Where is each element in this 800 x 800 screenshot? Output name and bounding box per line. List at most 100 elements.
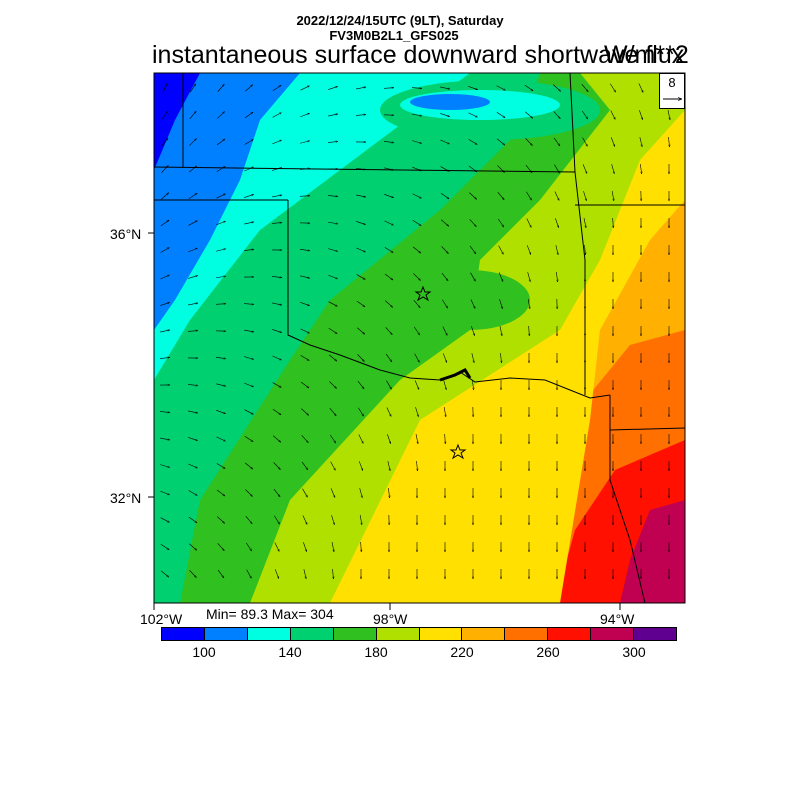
colorbar-label: 140 — [278, 644, 302, 660]
wind-arrow — [388, 488, 389, 498]
wind-arrow — [216, 276, 226, 279]
wind-arrow — [412, 140, 422, 144]
wind-arrow — [413, 326, 420, 335]
wind-arrow — [442, 353, 448, 362]
wind-arrow — [470, 272, 476, 282]
wind-arrow — [162, 84, 168, 93]
wind-arrow — [412, 113, 422, 116]
wind-arrow — [244, 194, 253, 198]
wind-arrow — [585, 244, 586, 255]
colorbar-label: 180 — [364, 644, 388, 660]
wind-arrow — [442, 326, 448, 336]
wind-arrow — [359, 515, 362, 525]
wind-arrow — [273, 462, 281, 469]
wind-arrow — [357, 327, 365, 335]
wind-arrow — [217, 516, 224, 524]
wind-arrow — [328, 141, 338, 143]
wind-arrow — [161, 138, 168, 147]
wind-arrow — [496, 85, 506, 91]
wind-arrow — [272, 302, 282, 305]
arkansas-west — [574, 171, 586, 395]
wind-arrow — [333, 568, 334, 579]
wind-arrow — [302, 515, 308, 524]
wind-arrow — [188, 410, 198, 413]
wind-arrow — [582, 137, 588, 147]
colorbar-swatch — [548, 628, 592, 640]
wind-arrow — [328, 354, 337, 361]
wind-arrow — [610, 83, 615, 92]
wind-arrow — [188, 166, 197, 173]
colorbar-swatch — [162, 628, 205, 640]
colorbar-swatch — [634, 628, 677, 640]
wind-arrow — [610, 110, 616, 120]
field-title: instantaneous surface downward shortwave… — [152, 41, 685, 69]
wind-arrow — [160, 302, 169, 306]
colorbar-swatch — [419, 628, 463, 640]
wind-arrow — [385, 327, 393, 334]
wind-arrow — [412, 246, 421, 253]
wind-arrow — [387, 461, 390, 471]
wind-arrow — [300, 355, 310, 361]
wind-arrow — [445, 433, 446, 444]
wind-arrow — [160, 570, 169, 577]
wind-arrow — [470, 299, 476, 308]
wind-arrow — [441, 219, 449, 227]
wind-arrow — [441, 246, 449, 253]
wind-arrow — [245, 489, 252, 496]
wind-arrow — [330, 461, 336, 471]
wind-arrow — [526, 191, 531, 200]
wind-arrow — [385, 353, 392, 362]
wind-arrow — [525, 138, 533, 145]
wind-arrow — [243, 304, 254, 305]
wind-arrow — [271, 223, 282, 224]
wind-arrow — [162, 111, 167, 120]
wind-arrow — [300, 328, 309, 334]
wind-arrow — [188, 303, 198, 306]
wind-arrow — [300, 112, 309, 118]
wind-arrow — [301, 461, 308, 470]
wind-arrow — [272, 112, 282, 118]
wind-arrow — [272, 382, 282, 388]
wind-arrow — [300, 85, 310, 91]
wind-arrow — [524, 84, 533, 91]
wind-arrow — [216, 220, 225, 226]
wind-arrow — [272, 195, 282, 198]
wind-arrow — [299, 196, 310, 197]
wind-arrow — [216, 193, 225, 199]
wind-arrow — [245, 542, 252, 551]
wind-arrow — [412, 193, 422, 199]
wind-arrow — [496, 138, 505, 145]
wind-arrow — [330, 488, 336, 497]
wind-arrow — [302, 488, 308, 498]
wind-arrow — [216, 249, 226, 252]
location-stars — [414, 285, 467, 460]
wind-arrow — [526, 245, 532, 254]
wind-arrow — [329, 407, 336, 416]
louisiana-west — [609, 395, 646, 603]
wind-arrow — [414, 380, 420, 389]
band-100 — [154, 73, 200, 170]
wind-arrow — [300, 302, 309, 306]
wind-arrow — [639, 137, 642, 147]
wind-arrow — [440, 113, 450, 116]
wind-arrow — [525, 111, 533, 119]
wind-arrow — [581, 83, 588, 92]
wind-arrow — [384, 220, 393, 226]
wind-arrow — [189, 138, 196, 146]
wind-arrow — [358, 461, 364, 470]
wind-arrow — [554, 191, 560, 200]
wind-arrow — [468, 86, 477, 90]
wind-arrow — [216, 410, 225, 414]
wind-arrow — [274, 569, 280, 578]
lat-label-36n: 36°N — [110, 226, 142, 242]
wind-arrow — [216, 139, 225, 146]
wind-arrow — [331, 515, 335, 525]
wind-arrow — [300, 248, 310, 250]
wind-arrow — [469, 192, 476, 200]
min-max-label: Min= 89.3 Max= 304 — [206, 606, 334, 622]
wind-arrow — [272, 408, 281, 415]
wind-arrow — [244, 329, 254, 332]
color-field — [154, 73, 685, 603]
wind-arrow — [328, 301, 338, 307]
star-marker — [414, 285, 432, 302]
